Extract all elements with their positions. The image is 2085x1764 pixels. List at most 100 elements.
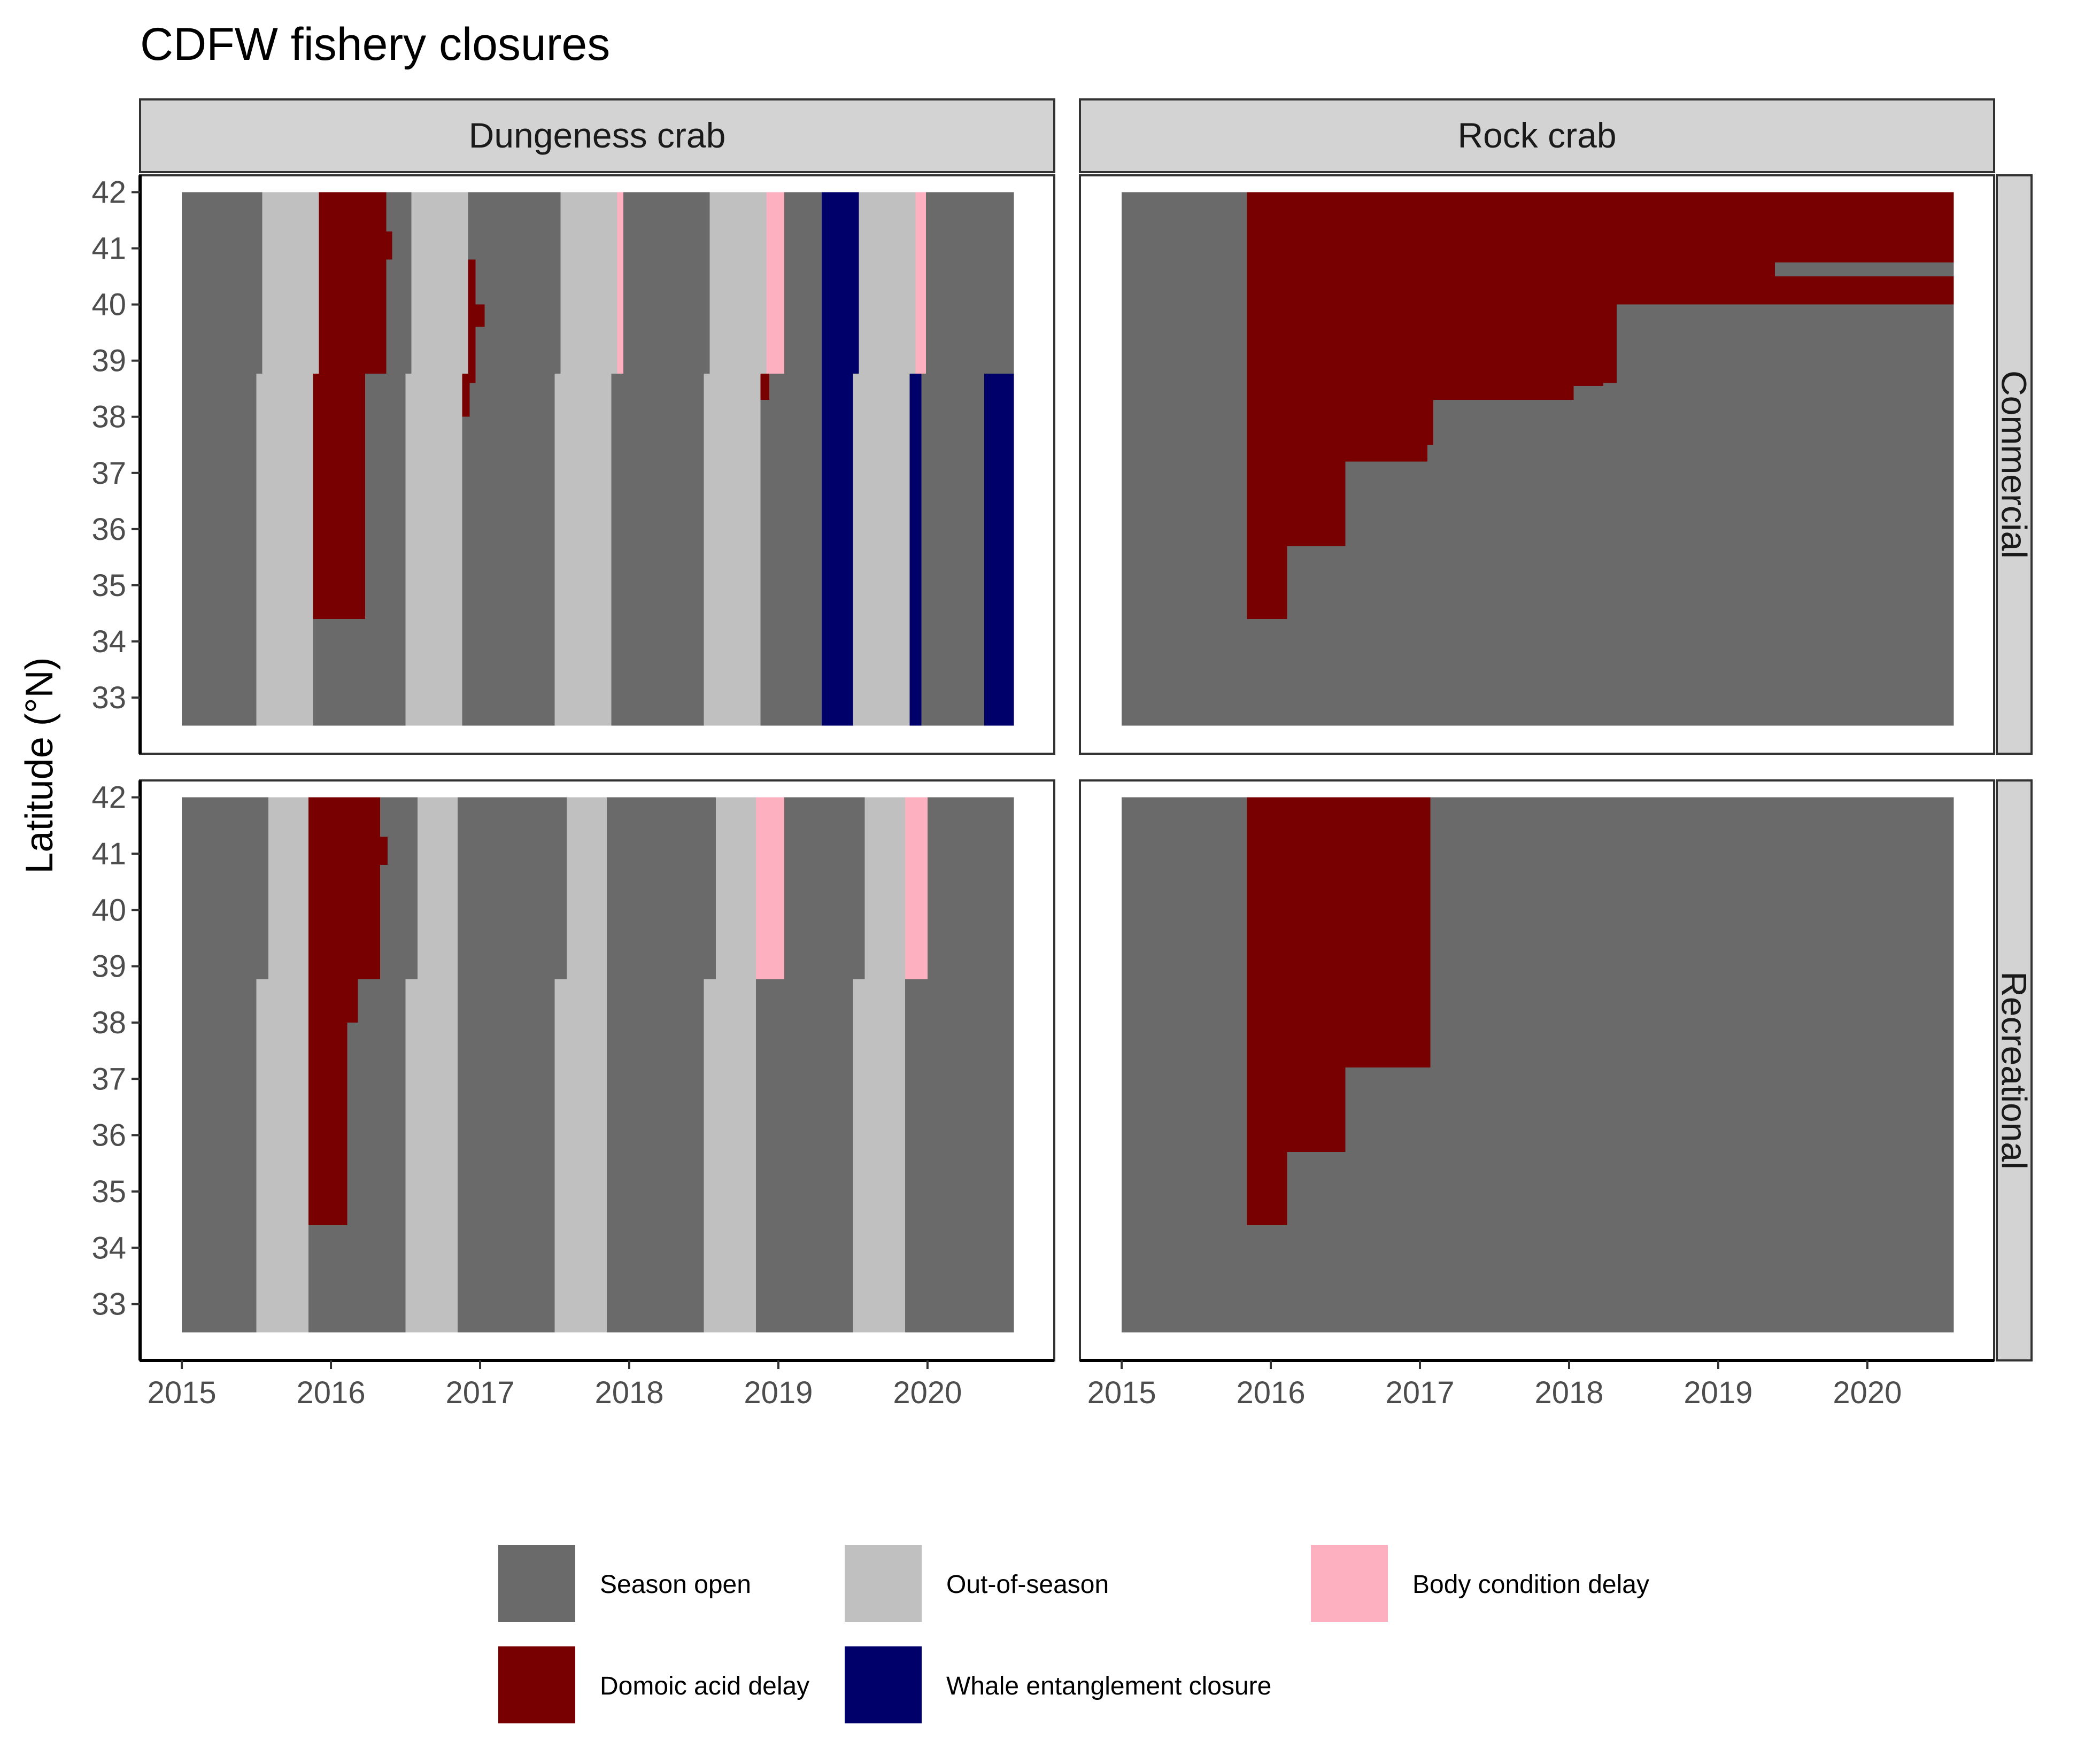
tile-domoic (1247, 383, 1604, 386)
legend-swatch-open (498, 1545, 575, 1622)
x-tick-label: 2017 (446, 1375, 515, 1410)
tile-body (905, 797, 928, 979)
strip-row (1996, 174, 2033, 755)
tile-out (853, 979, 906, 1333)
legend-label-domoic: Domoic acid delay (600, 1672, 809, 1700)
panel-2 (139, 779, 1055, 1361)
y-axis-title: Latitude (°N) (18, 657, 61, 874)
tile-out (566, 797, 607, 979)
tile-body (915, 192, 926, 374)
y-tick-label: 40 (91, 893, 126, 927)
tile-out (411, 192, 468, 374)
tile-domoic (1247, 400, 1434, 445)
tile-out (268, 797, 309, 979)
x-tick-label: 2016 (1237, 1375, 1306, 1410)
tile-body (617, 192, 623, 374)
tile-domoic (380, 837, 388, 865)
legend-swatch-out (845, 1545, 922, 1622)
y-tick-label: 42 (91, 780, 126, 815)
y-tick-label: 41 (91, 837, 126, 871)
legend-label-body: Body condition delay (1412, 1570, 1649, 1599)
tile-out (864, 797, 906, 979)
y-tick-label: 34 (91, 624, 126, 659)
tile-background (1122, 797, 1954, 1333)
tile-body (766, 192, 785, 374)
tile-domoic (313, 373, 366, 619)
y-tick-label: 36 (91, 512, 126, 547)
strip-row (1996, 779, 2033, 1361)
tile-out (554, 979, 607, 1333)
legend-swatch-body (1311, 1545, 1388, 1622)
y-tick-label: 35 (91, 568, 126, 603)
strip-label-row: Recreational (1995, 971, 2034, 1170)
tile-out (859, 192, 916, 374)
y-tick-label: 39 (91, 949, 126, 984)
tile-out (262, 192, 319, 374)
tile-whale (821, 373, 853, 726)
tile-domoic (468, 259, 476, 383)
tile-open (1774, 262, 1954, 277)
y-tick-label: 35 (91, 1174, 126, 1209)
tile-out (417, 797, 458, 979)
x-tick-label: 2019 (1684, 1375, 1752, 1410)
tile-body (756, 797, 785, 979)
tile-out (704, 373, 761, 726)
panel-border (1079, 174, 1995, 755)
x-tick-label: 2019 (744, 1375, 813, 1410)
panels-layer: Dungeness crab Rock crab Commercial Recreat… (91, 98, 2034, 1410)
tile-domoic (1247, 385, 1574, 400)
x-tick-label: 2015 (1087, 1375, 1156, 1410)
tile-out (554, 373, 612, 726)
tile-out (709, 192, 767, 374)
tile-domoic (386, 231, 392, 260)
tile-domoic (308, 1022, 348, 1226)
legend-label-out: Out-of-season (946, 1570, 1109, 1599)
tile-domoic (308, 979, 358, 1023)
tile-domoic (1247, 304, 1617, 383)
strip-column (1079, 98, 1995, 173)
chart-title: CDFW fishery closures (140, 19, 610, 70)
y-tick-label: 38 (91, 1005, 126, 1040)
y-tick-label: 36 (91, 1118, 126, 1153)
tile-domoic (760, 373, 770, 400)
x-tick-label: 2018 (594, 1375, 663, 1410)
x-tick-label: 2016 (297, 1375, 366, 1410)
y-tick-label: 33 (91, 1287, 126, 1322)
tile-out (256, 373, 313, 726)
tile-out (704, 979, 756, 1333)
tile-domoic (319, 192, 387, 374)
tile-whale (821, 192, 859, 374)
tile-domoic (1247, 797, 1431, 1068)
y-tick-label: 41 (91, 231, 126, 266)
tile-out (256, 979, 309, 1333)
tile-domoic (308, 797, 381, 979)
legend-label-open: Season open (600, 1570, 751, 1599)
y-tick-label: 40 (91, 288, 126, 322)
tile-whale (909, 373, 922, 726)
tile-domoic (475, 304, 485, 327)
y-tick-label: 42 (91, 175, 126, 210)
strip-column (139, 98, 1055, 173)
legend-swatch-whale (845, 1646, 922, 1723)
tile-domoic (1247, 546, 1287, 619)
y-tick-label: 37 (91, 456, 126, 491)
tile-out (715, 797, 756, 979)
tile-out (405, 373, 462, 726)
strip-label-column: Rock crab (1457, 115, 1616, 155)
y-tick-label: 33 (91, 680, 126, 715)
legend: Season open Out-of-season Body condition d… (498, 1545, 1649, 1723)
panel-0 (139, 174, 1055, 755)
strip-label-column: Dungeness crab (469, 115, 726, 155)
x-tick-label: 2017 (1386, 1375, 1455, 1410)
strip-label-row: Commercial (1995, 370, 2034, 559)
x-tick-label: 2020 (1833, 1375, 1902, 1410)
tile-domoic (462, 373, 470, 417)
panel-3 (1079, 779, 1995, 1361)
tile-out (560, 192, 617, 374)
x-tick-label: 2018 (1534, 1375, 1603, 1410)
tile-out (405, 979, 458, 1333)
legend-swatch-domoic (498, 1646, 575, 1723)
legend-label-whale: Whale entanglement closure (946, 1672, 1271, 1700)
tile-domoic (1247, 461, 1346, 546)
